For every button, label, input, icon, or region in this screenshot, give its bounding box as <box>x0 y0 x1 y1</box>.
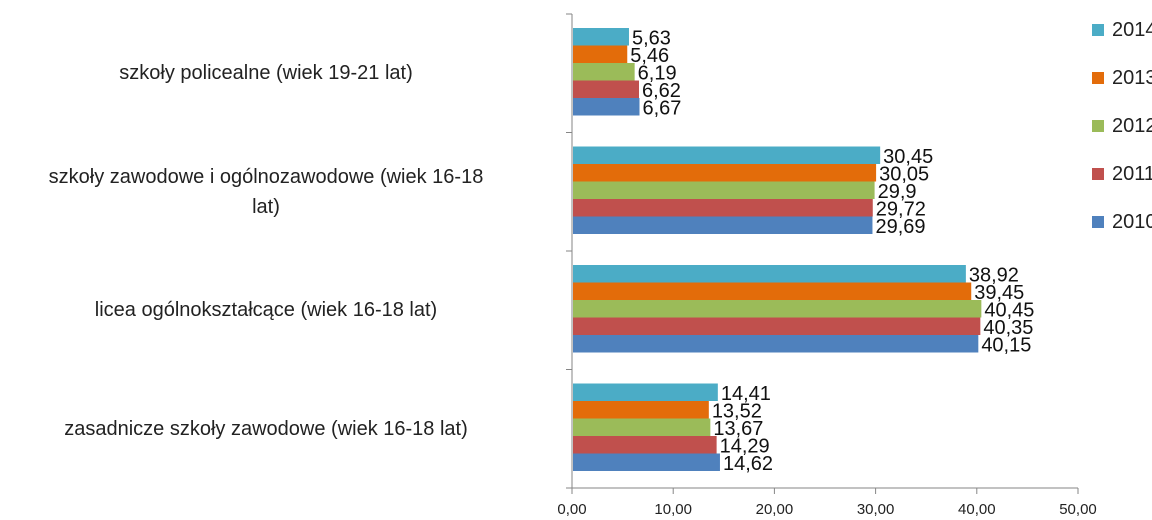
x-tick-label: 20,00 <box>756 501 794 518</box>
bar <box>573 98 640 116</box>
legend-label: 2011 <box>1112 163 1152 185</box>
bar <box>573 199 873 217</box>
data-label: 13,52 <box>712 401 762 423</box>
bar <box>573 28 629 46</box>
legend-label: 2010 <box>1112 211 1152 233</box>
bar <box>573 335 979 353</box>
legend-swatch <box>1092 24 1104 36</box>
category-label-line: lat) <box>252 195 280 218</box>
data-label: 30,45 <box>883 146 933 168</box>
legend-swatch <box>1092 168 1104 180</box>
legend-item: 2012 <box>1092 114 1152 138</box>
category-label: licea ogólnokształcące (wiek 16-18 lat) <box>0 295 546 325</box>
data-label: 14,62 <box>723 453 773 475</box>
legend-label: 2013 <box>1112 67 1152 89</box>
bar <box>573 181 875 199</box>
bar <box>573 63 635 81</box>
category-label-line: licea ogólnokształcące (wiek 16-18 lat) <box>94 299 438 322</box>
legend-label: 2012 <box>1112 115 1152 137</box>
x-tick-label: 10,00 <box>654 501 692 518</box>
bar <box>573 418 711 436</box>
legend-swatch <box>1092 72 1104 84</box>
bar <box>573 216 873 234</box>
legend-swatch <box>1092 120 1104 132</box>
legend-item: 2011 <box>1092 162 1152 186</box>
data-label: 14,29 <box>720 436 770 458</box>
category-label-line: zasadnicze szkoły zawodowe (wiek 16-18 l… <box>64 417 468 440</box>
data-label: 29,9 <box>878 181 917 203</box>
bar <box>573 436 717 454</box>
bar <box>573 80 639 98</box>
bar <box>573 317 981 335</box>
data-label: 40,45 <box>984 300 1034 322</box>
legend-item: 2013 <box>1092 66 1152 90</box>
bar <box>573 453 720 471</box>
data-label: 40,15 <box>981 335 1031 357</box>
bar <box>573 146 881 164</box>
bar <box>573 265 966 283</box>
data-label: 5,63 <box>632 28 671 50</box>
x-tick-label: 30,00 <box>857 501 895 518</box>
category-label: zasadnicze szkoły zawodowe (wiek 16-18 l… <box>0 414 546 444</box>
legend-label: 2014 <box>1112 19 1152 41</box>
x-tick-label: 40,00 <box>958 501 996 518</box>
legend-swatch <box>1092 216 1104 228</box>
data-label: 38,92 <box>969 265 1019 287</box>
data-label: 6,19 <box>638 63 677 85</box>
data-label: 29,69 <box>875 216 925 238</box>
x-tick-label: 50,00 <box>1059 501 1097 518</box>
data-label: 40,35 <box>983 317 1033 339</box>
data-label: 5,46 <box>630 45 669 67</box>
data-label: 30,05 <box>879 164 929 186</box>
bar <box>573 164 877 182</box>
legend-item: 2014 <box>1092 18 1152 42</box>
bar <box>573 282 972 300</box>
category-label-line: szkoły policealne (wiek 19-21 lat) <box>119 62 413 85</box>
category-label: szkoły policealne (wiek 19-21 lat) <box>0 58 546 88</box>
x-tick-label: 0,00 <box>557 501 586 518</box>
bar <box>573 45 628 63</box>
bar <box>573 383 718 401</box>
data-label: 6,62 <box>642 80 681 102</box>
bar <box>573 300 982 318</box>
legend-item: 2010 <box>1092 210 1152 234</box>
data-label: 14,41 <box>721 383 771 405</box>
data-label: 6,67 <box>643 98 682 120</box>
data-label: 29,72 <box>876 199 926 221</box>
bar <box>573 401 709 419</box>
data-label: 39,45 <box>974 282 1024 304</box>
category-label-line: szkoły zawodowe i ogólnozawodowe (wiek 1… <box>48 165 484 188</box>
category-label: szkoły zawodowe i ogólnozawodowe (wiek 1… <box>0 162 546 222</box>
data-label: 13,67 <box>713 418 763 440</box>
